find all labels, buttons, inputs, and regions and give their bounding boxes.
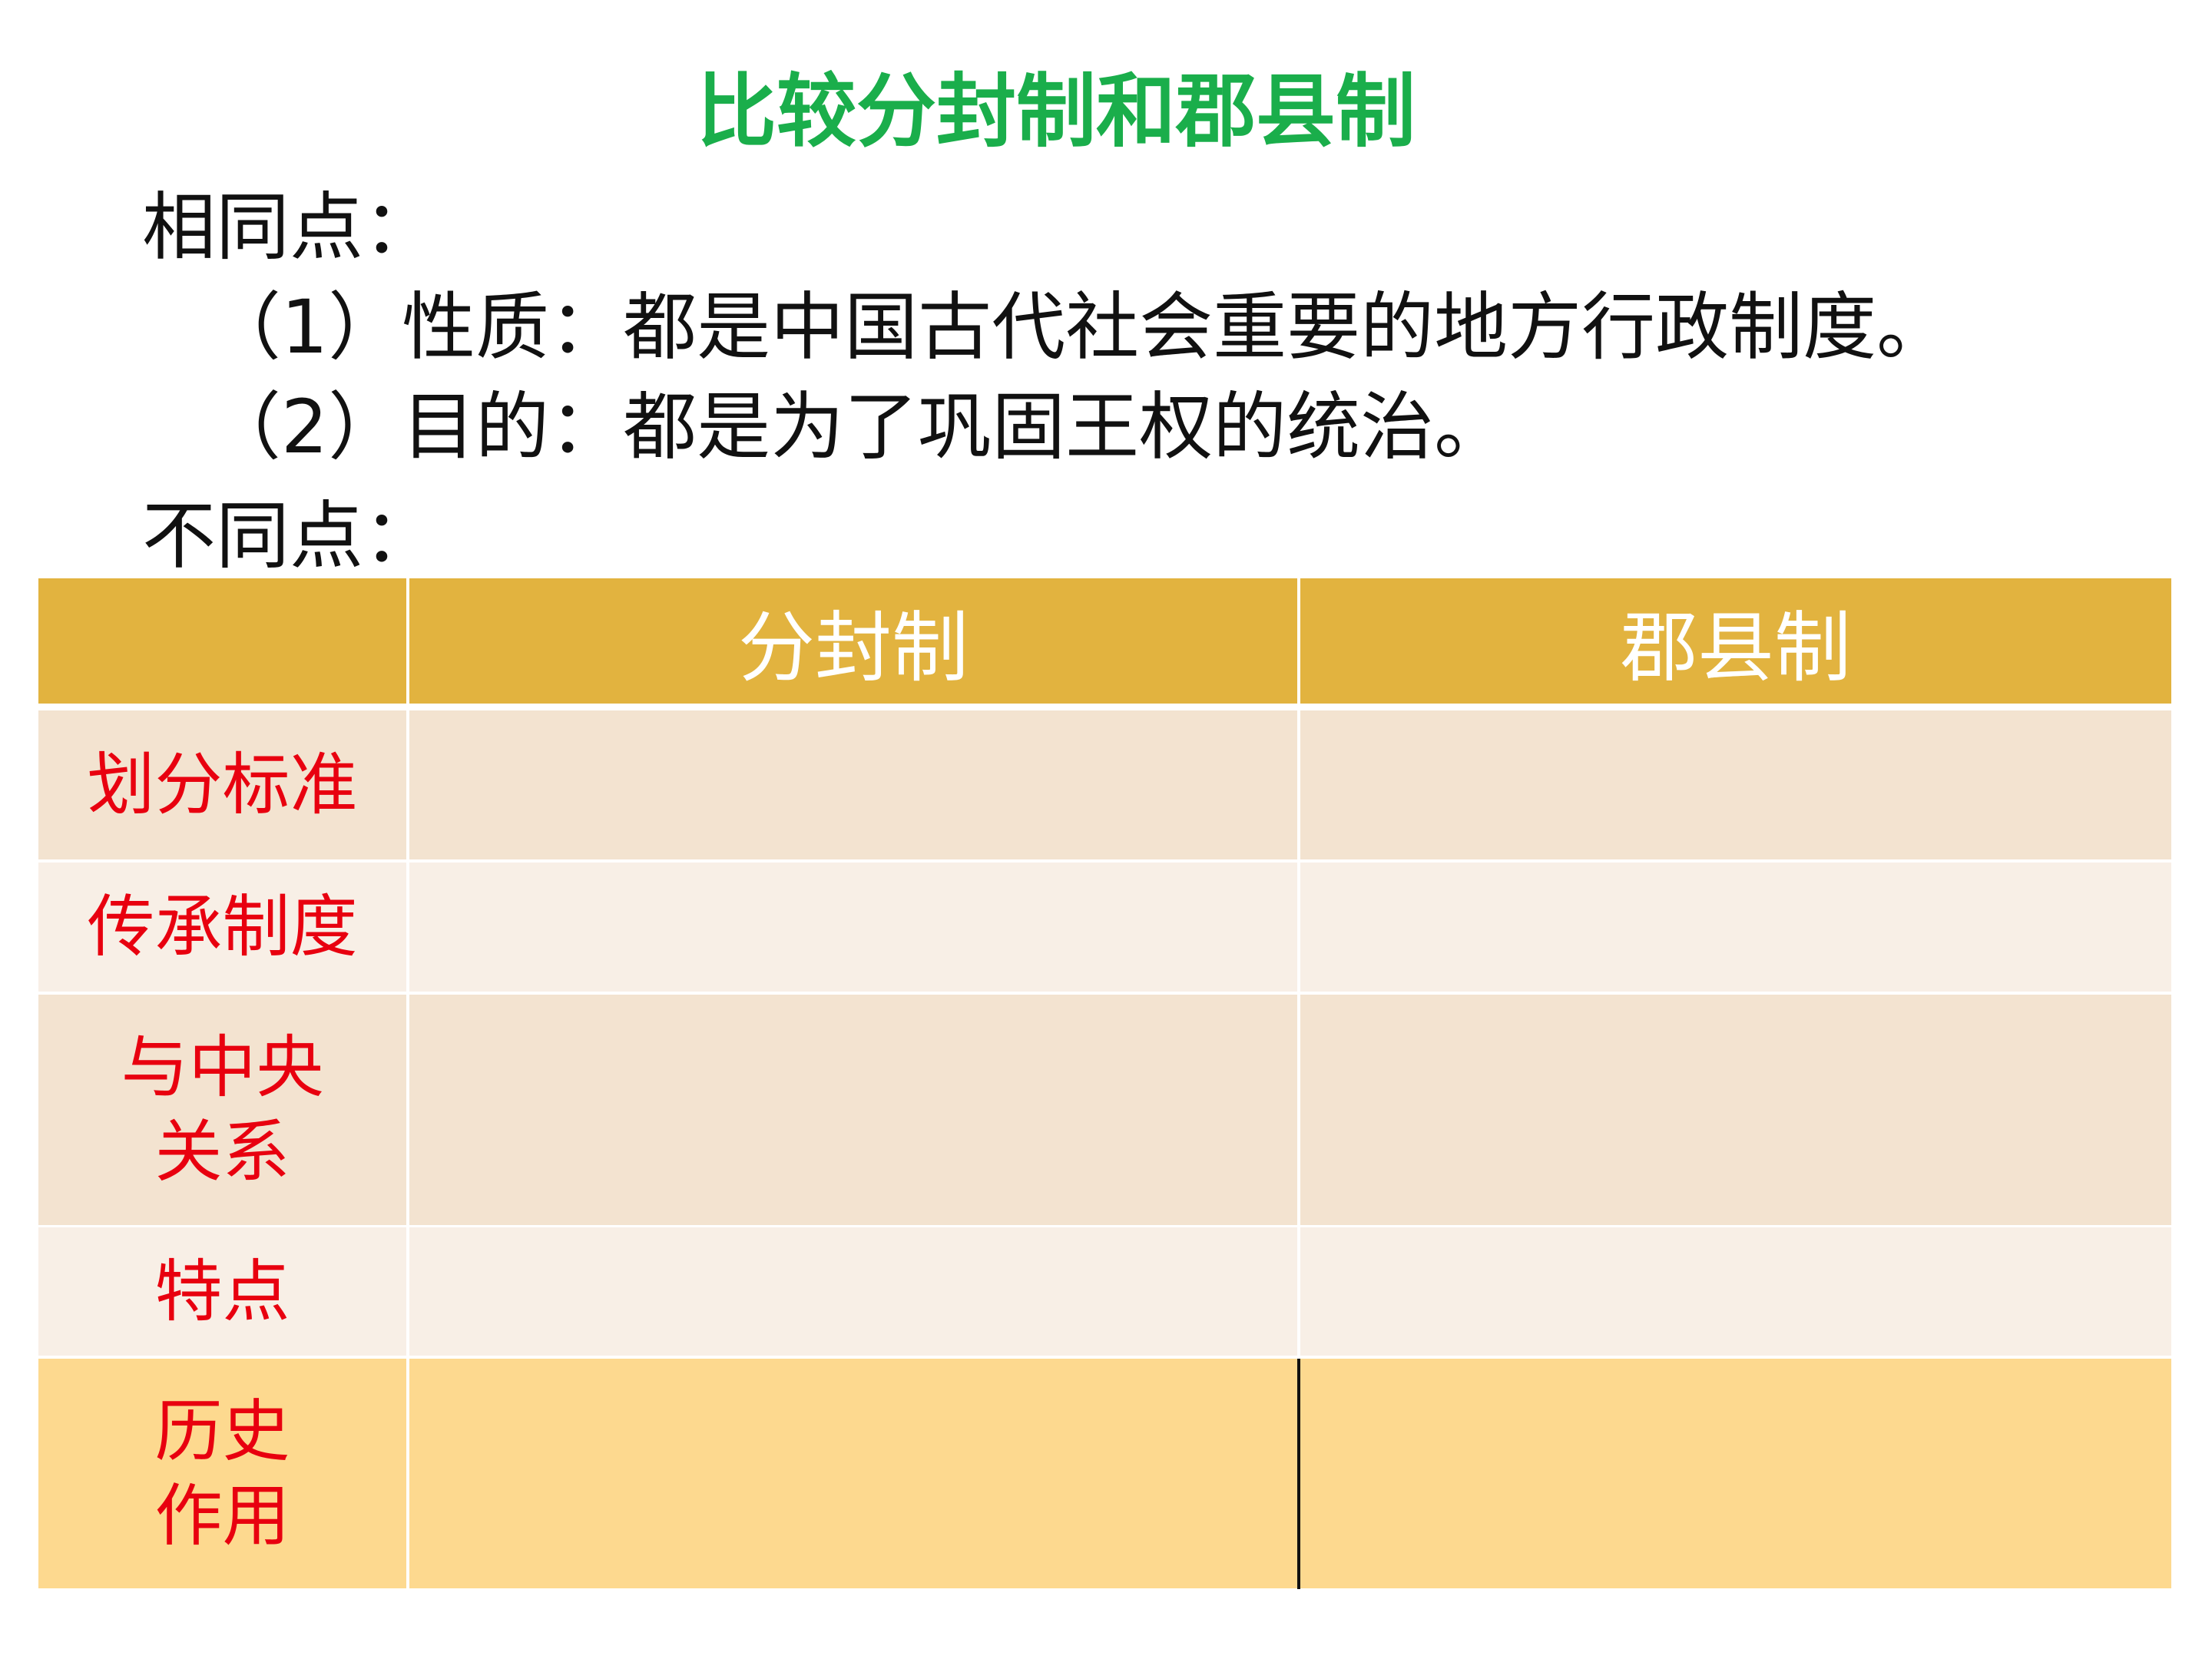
row-label: 划分标准 [38,710,406,859]
divider [1297,1359,1300,1589]
row-label-line: 划分标准 [87,745,358,824]
row-label-line: 作用 [154,1475,290,1555]
table-cell [409,863,1297,992]
row-label-line: 传承制度 [87,887,358,966]
row-label: 与中央 关系 [38,995,406,1225]
table-cell [1300,995,2171,1225]
table-cell [1300,1227,2171,1356]
row-label-line: 历史 [154,1391,290,1471]
table-cell [409,710,1297,859]
table-cell [1300,863,2171,992]
title: 比较分封制和郡县制 [696,65,1416,158]
table-cell [409,995,1297,1225]
table-cell [409,1359,1297,1588]
same-label: 相同点： [142,184,437,270]
header-cell: 郡县制 [1300,578,2171,704]
header-cell: 分封制 [409,578,1297,704]
table-cell [409,1227,1297,1356]
same-item: （2）目的：都是为了巩固王权的统治。 [207,384,1508,470]
row-label: 特点 [38,1227,406,1356]
header-cell [38,578,406,704]
row-label: 历史 作用 [38,1359,406,1588]
row-label-line: 与中央 [121,1028,324,1107]
row-label: 传承制度 [38,863,406,992]
same-item: （1）性质：都是中国古代社会重要的地方行政制度。 [207,284,1951,370]
table-cell [1300,1359,2171,1588]
diff-label: 不同点： [142,493,437,579]
row-label-line: 特点 [154,1251,290,1331]
table-cell [1300,710,2171,859]
row-label-line: 关系 [154,1112,290,1191]
